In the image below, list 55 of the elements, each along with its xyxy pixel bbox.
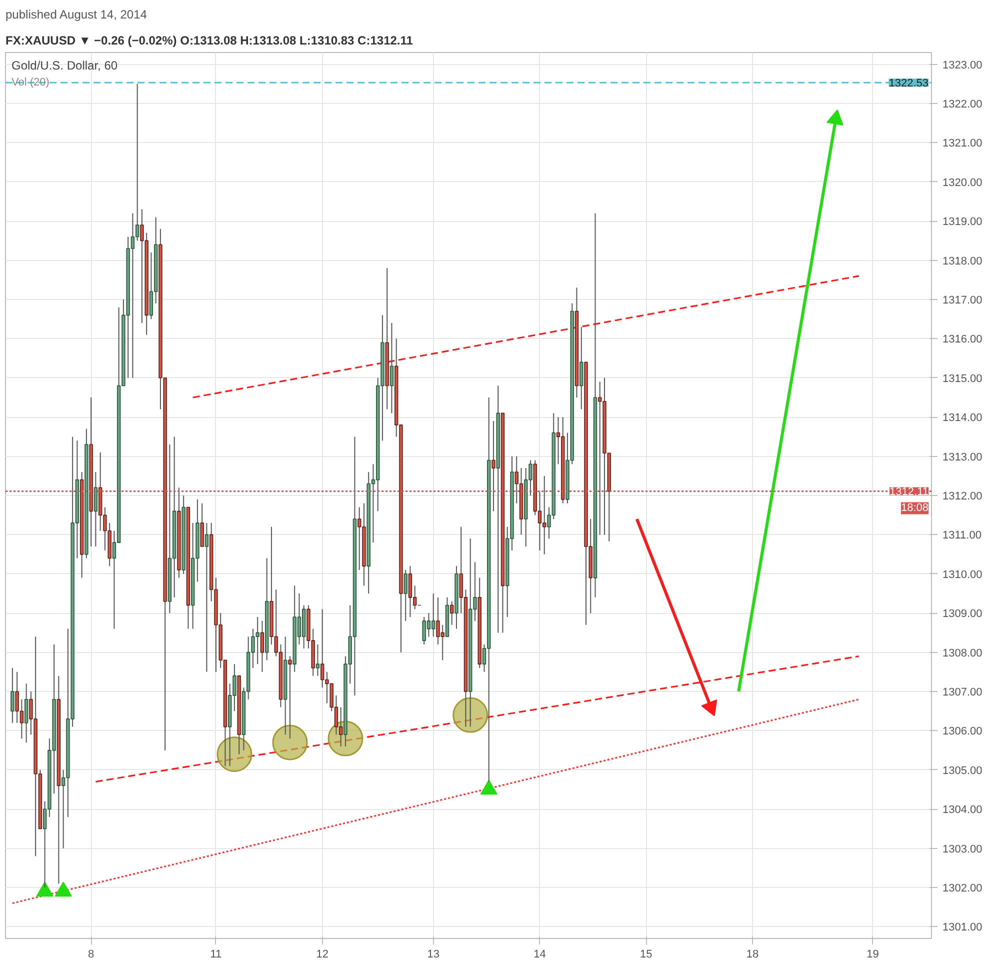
y-tick-label: 1315.00 (942, 372, 982, 385)
candlestick (390, 322, 394, 414)
y-tick-label: 1313.00 (942, 451, 982, 464)
y-tick-label: 1309.00 (942, 608, 982, 620)
candlestick (492, 420, 496, 512)
chart-subtitle: FX:XAUUSD ▼ −0.26 (−0.02%) O:1313.08 H:1313.08 L:1310.83 C:1312.11 (6, 34, 414, 48)
point (452, 697, 488, 733)
candlestick (426, 612, 431, 638)
x-tick-label: 13 (427, 948, 440, 960)
candlestick (404, 569, 408, 622)
y-tick-label: 1302.00 (942, 882, 982, 895)
chart-title: published August 14, 2014 (6, 8, 148, 22)
candlestick (204, 522, 209, 672)
y-tick-label: 1311.00 (942, 530, 982, 542)
x-tick-label: 14 (534, 948, 546, 960)
candlestick (288, 656, 292, 740)
x-tick-label: 15 (640, 948, 652, 960)
x-tick-label: 8 (88, 948, 94, 960)
y-tick-label: 1310.00 (942, 568, 982, 581)
annotation: Gold/U.S. Dollar, 60 (12, 58, 118, 72)
x-tick-label: 11 (210, 948, 222, 960)
candlestick (24, 683, 28, 743)
ref-line-label: 1312.11 (890, 486, 929, 498)
candlestick (450, 600, 454, 626)
candlestick (408, 566, 412, 618)
candlestick (200, 502, 204, 547)
candlestick (316, 644, 320, 676)
candlestick (260, 620, 264, 672)
point (272, 724, 308, 760)
y-tick-label: 1319.00 (942, 216, 982, 228)
y-tick-label: 1312.00 (942, 490, 982, 502)
y-tick-label: 1308.00 (942, 647, 982, 660)
point (216, 736, 252, 772)
y-tick-label: 1316.00 (942, 334, 982, 346)
annotation: 18:08 (900, 502, 929, 514)
y-tick-label: 1317.00 (942, 294, 982, 306)
y-tick-label: 1304.00 (942, 804, 982, 816)
annotation: Vol (20) (12, 76, 50, 88)
y-tick-label: 1321.00 (942, 138, 982, 150)
y-tick-label: 1314.00 (942, 412, 982, 424)
y-tick-label: 1320.00 (942, 176, 982, 189)
y-tick-label: 1306.00 (942, 726, 982, 738)
y-tick-label: 1322.00 (942, 98, 982, 110)
y-tick-label: 1301.00 (942, 922, 982, 934)
y-tick-label: 1318.00 (942, 255, 982, 268)
x-tick-label: 19 (866, 948, 879, 960)
candlestick (580, 326, 584, 410)
x-tick-label: 18 (746, 948, 759, 960)
y-tick-label: 1303.00 (942, 843, 982, 856)
candlestick (94, 471, 98, 547)
candlestick (10, 667, 14, 724)
x-tick-label: 12 (316, 948, 328, 960)
y-tick-label: 1323.00 (942, 59, 982, 72)
y-tick-label: 1305.00 (942, 764, 982, 777)
y-tick-label: 1307.00 (942, 686, 982, 699)
